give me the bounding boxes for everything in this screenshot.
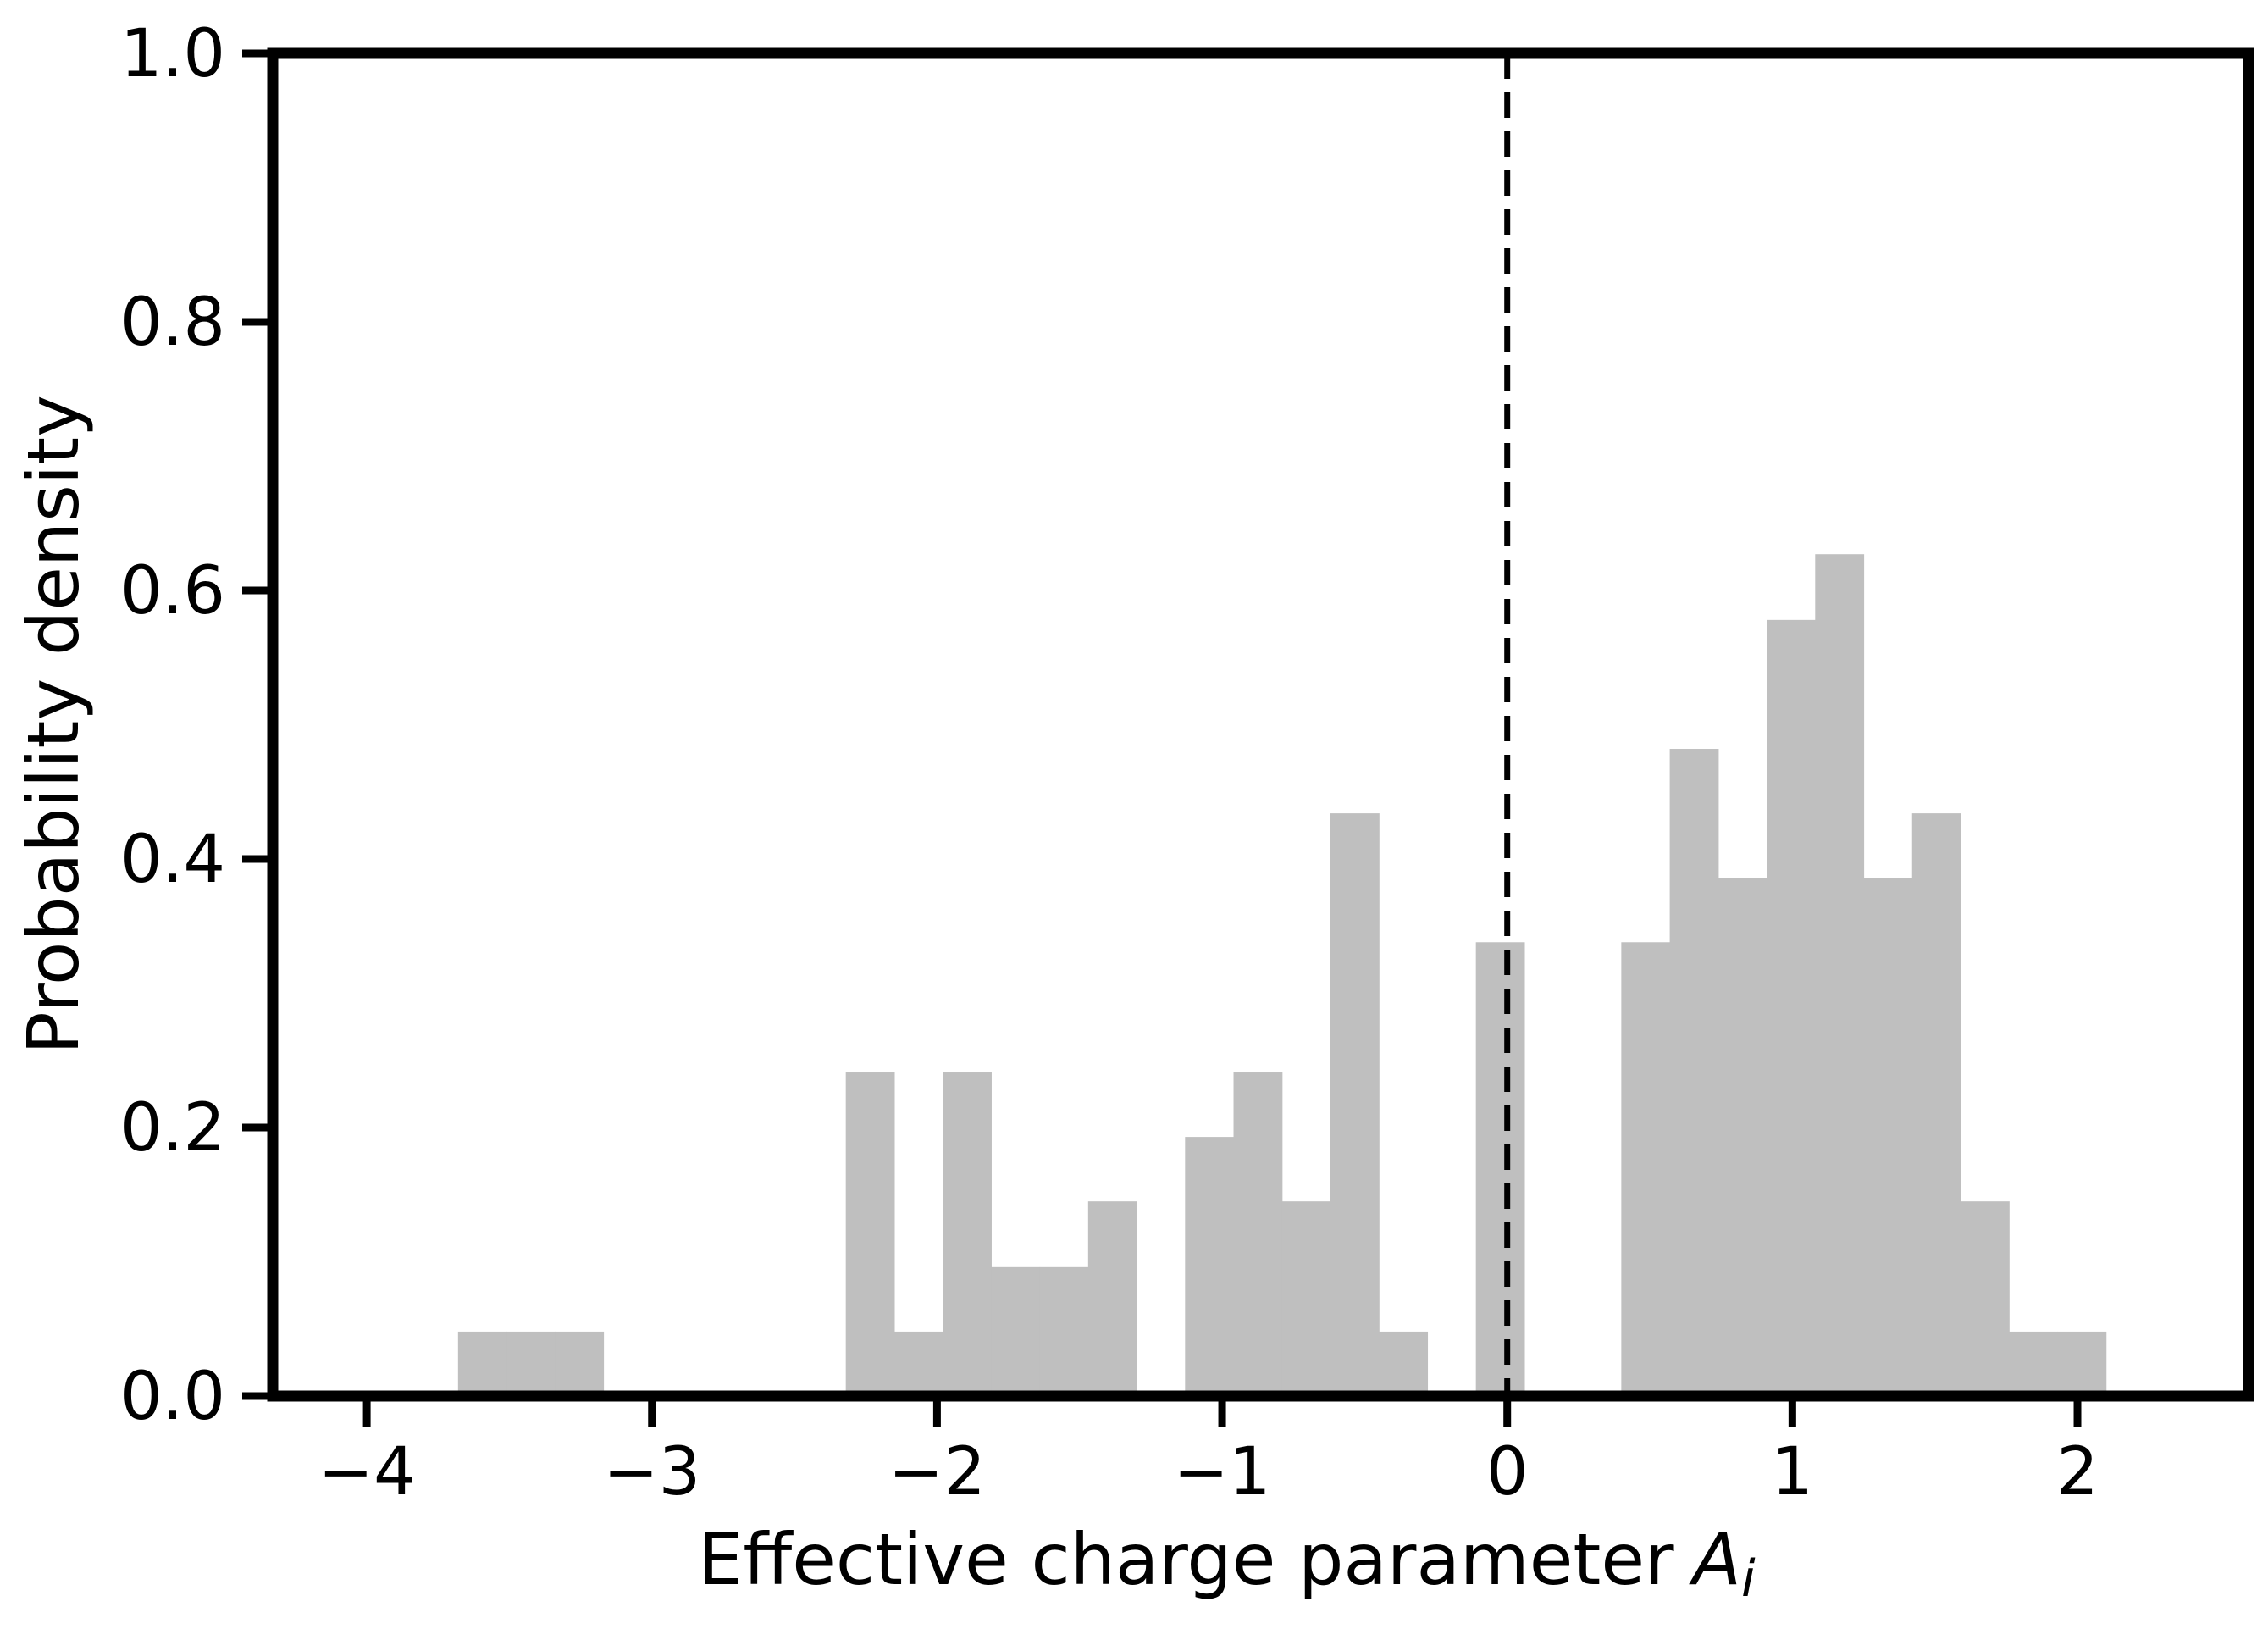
x-axis-label-symbol: A [1689, 1518, 1741, 1601]
plot-frame [267, 47, 2254, 1402]
histogram-bar [943, 1072, 992, 1396]
y-axis-ticks: 0.0 0.2 0.4 0.6 0.8 1.0 [120, 16, 273, 1435]
x-tick-label: 2 [2056, 1434, 2099, 1510]
histogram-bar [1379, 1331, 1429, 1396]
histogram-bar [1233, 1072, 1283, 1396]
x-axis-label-subscript: i [1741, 1549, 1756, 1609]
x-tick-label: −3 [603, 1434, 700, 1510]
histogram-bar [2009, 1331, 2059, 1396]
x-axis-label-text: Effective charge parameter [698, 1518, 1674, 1601]
histogram-bar [2057, 1331, 2107, 1396]
histogram-bar [506, 1331, 556, 1396]
y-axis-label: Probability density [12, 395, 95, 1055]
x-tick-label: −2 [888, 1434, 986, 1510]
histogram-bar [1863, 878, 1913, 1396]
histogram-bar [1669, 749, 1719, 1396]
y-tick-label: 0.8 [120, 285, 225, 361]
histogram-bar [991, 1266, 1041, 1396]
histogram-bar [555, 1331, 605, 1396]
y-tick-label: 0.0 [120, 1359, 225, 1435]
y-tick-label: 1.0 [120, 16, 225, 92]
histogram-bar [1039, 1266, 1089, 1396]
x-axis-ticks: −4 −3 −2 −1 0 1 2 [318, 1396, 2099, 1510]
x-tick-label: −1 [1174, 1434, 1271, 1510]
histogram-bar [845, 1072, 895, 1396]
histogram-bar [1718, 878, 1767, 1396]
histogram-bar [1087, 1201, 1137, 1396]
histogram-bar [1911, 813, 1961, 1396]
histogram-bar [1185, 1137, 1235, 1396]
histogram-bar [1475, 942, 1525, 1396]
y-tick-label: 0.2 [120, 1090, 225, 1166]
y-tick-label: 0.6 [120, 553, 225, 629]
histogram-bar [1281, 1201, 1331, 1396]
histogram-bar [457, 1331, 507, 1396]
histogram-bar [1621, 942, 1671, 1396]
y-tick-label: 0.4 [120, 822, 225, 898]
x-tick-label: 0 [1486, 1434, 1529, 1510]
histogram-bar [1960, 1201, 2010, 1396]
histogram-bars [457, 554, 2107, 1396]
x-tick-label: 1 [1772, 1434, 1814, 1510]
x-tick-label: −4 [318, 1434, 416, 1510]
histogram-bar [1815, 554, 1865, 1396]
histogram-bar [1767, 619, 1816, 1396]
histogram-bar [1330, 813, 1380, 1396]
x-axis-label: Effective charge parameter Ai [698, 1518, 1756, 1609]
histogram-bar [893, 1331, 943, 1396]
